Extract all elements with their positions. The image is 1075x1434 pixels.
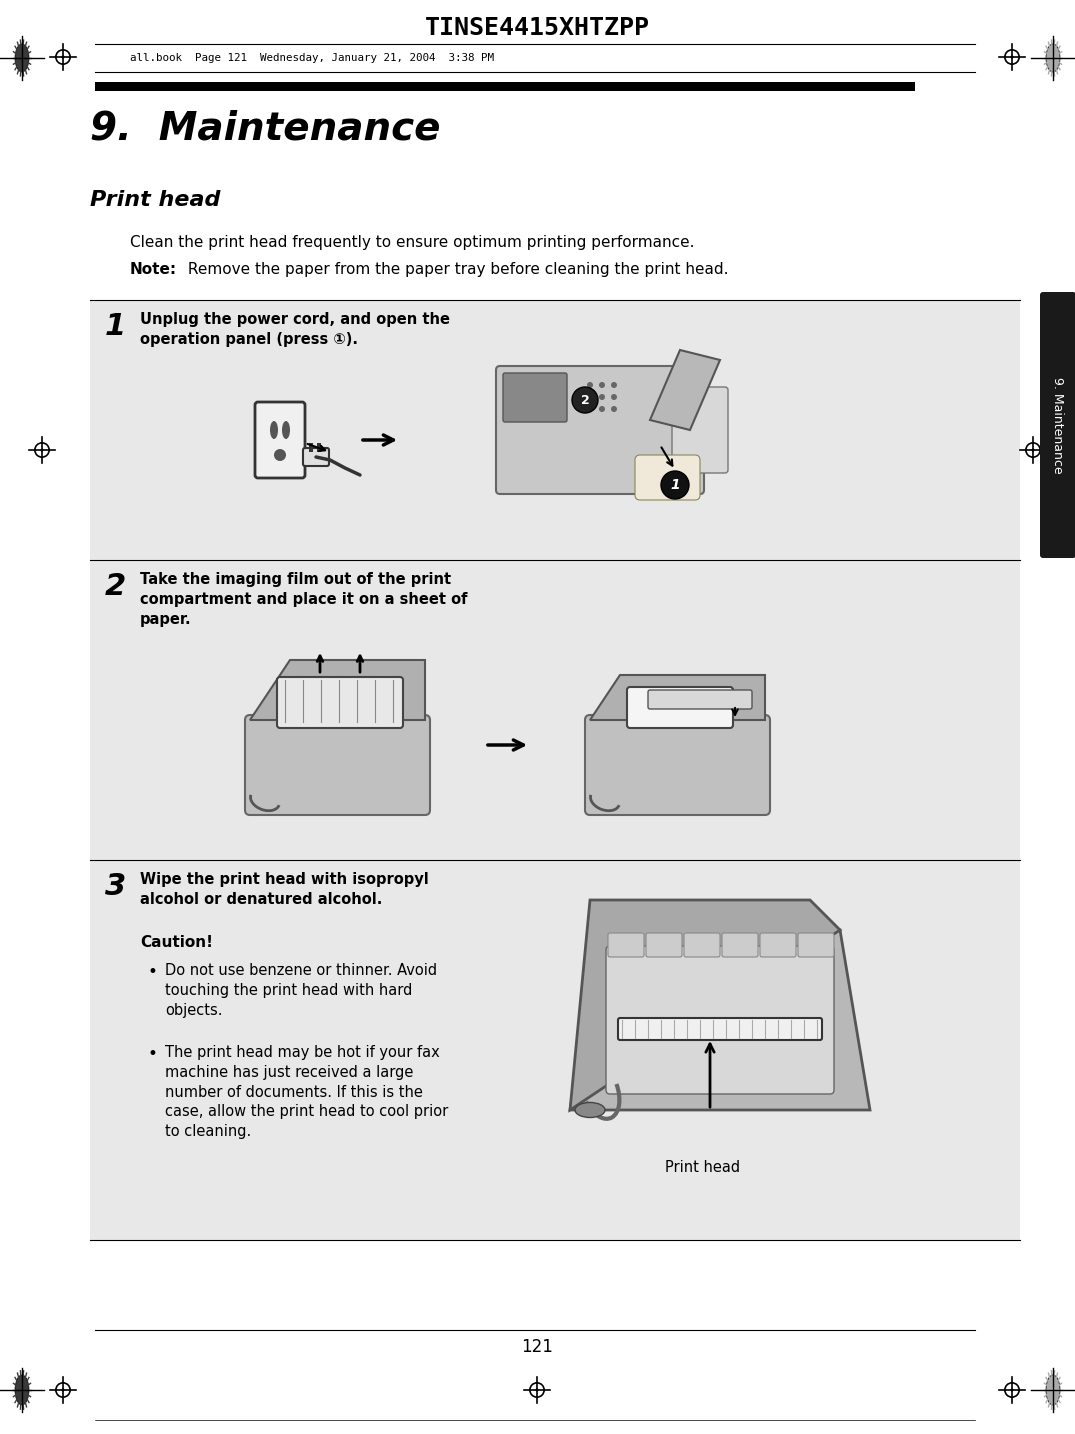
Circle shape bbox=[1010, 1388, 1014, 1391]
FancyBboxPatch shape bbox=[618, 1018, 822, 1040]
Circle shape bbox=[274, 449, 286, 460]
Circle shape bbox=[599, 406, 605, 412]
Polygon shape bbox=[250, 660, 425, 720]
Circle shape bbox=[661, 470, 689, 499]
Text: 3: 3 bbox=[105, 872, 126, 901]
Circle shape bbox=[587, 406, 593, 412]
FancyBboxPatch shape bbox=[722, 934, 758, 956]
Circle shape bbox=[535, 1388, 539, 1391]
Ellipse shape bbox=[1046, 44, 1060, 72]
Bar bbox=[95, 82, 915, 90]
FancyBboxPatch shape bbox=[255, 402, 305, 478]
Text: Do not use benzene or thinner. Avoid
touching the print head with hard
objects.: Do not use benzene or thinner. Avoid tou… bbox=[164, 964, 438, 1018]
Text: •: • bbox=[148, 1045, 158, 1063]
Ellipse shape bbox=[15, 1375, 29, 1405]
Text: all.book  Page 121  Wednesday, January 21, 2004  3:38 PM: all.book Page 121 Wednesday, January 21,… bbox=[130, 53, 494, 63]
Polygon shape bbox=[570, 901, 840, 1110]
Circle shape bbox=[61, 56, 64, 59]
FancyBboxPatch shape bbox=[1040, 293, 1075, 558]
Text: Take the imaging film out of the print
compartment and place it on a sheet of
pa: Take the imaging film out of the print c… bbox=[140, 572, 468, 627]
FancyBboxPatch shape bbox=[672, 387, 728, 473]
Ellipse shape bbox=[15, 44, 29, 72]
Ellipse shape bbox=[270, 422, 278, 439]
FancyBboxPatch shape bbox=[627, 687, 733, 728]
Circle shape bbox=[599, 394, 605, 400]
Circle shape bbox=[41, 449, 44, 452]
Circle shape bbox=[611, 406, 617, 412]
FancyBboxPatch shape bbox=[503, 373, 567, 422]
FancyBboxPatch shape bbox=[606, 946, 834, 1094]
Text: TINSE4415XHTZPP: TINSE4415XHTZPP bbox=[425, 16, 650, 40]
Circle shape bbox=[1010, 56, 1014, 59]
FancyBboxPatch shape bbox=[760, 934, 796, 956]
FancyBboxPatch shape bbox=[496, 366, 704, 493]
Text: Clean the print head frequently to ensure optimum printing performance.: Clean the print head frequently to ensur… bbox=[130, 235, 694, 250]
Text: Wipe the print head with isopropyl
alcohol or denatured alcohol.: Wipe the print head with isopropyl alcoh… bbox=[140, 872, 429, 906]
Circle shape bbox=[599, 381, 605, 389]
Circle shape bbox=[61, 1388, 64, 1391]
Text: Remove the paper from the paper tray before cleaning the print head.: Remove the paper from the paper tray bef… bbox=[183, 262, 729, 277]
FancyBboxPatch shape bbox=[648, 690, 752, 708]
Text: •: • bbox=[148, 964, 158, 981]
Text: Print head: Print head bbox=[90, 189, 220, 209]
Text: The print head may be hot if your fax
machine has just received a large
number o: The print head may be hot if your fax ma… bbox=[164, 1045, 448, 1139]
Polygon shape bbox=[570, 931, 870, 1110]
Text: 1: 1 bbox=[105, 313, 126, 341]
Ellipse shape bbox=[282, 422, 290, 439]
Text: Print head: Print head bbox=[665, 1160, 740, 1174]
Text: 9. Maintenance: 9. Maintenance bbox=[1051, 377, 1064, 473]
Text: Note:: Note: bbox=[130, 262, 177, 277]
Circle shape bbox=[1031, 449, 1034, 452]
Bar bbox=[95, 44, 975, 72]
Text: Caution!: Caution! bbox=[140, 935, 213, 949]
FancyBboxPatch shape bbox=[608, 934, 644, 956]
FancyBboxPatch shape bbox=[245, 716, 430, 815]
FancyBboxPatch shape bbox=[585, 716, 770, 815]
Ellipse shape bbox=[1046, 1375, 1060, 1405]
Bar bbox=[90, 860, 1020, 1240]
Circle shape bbox=[572, 387, 598, 413]
Bar bbox=[309, 443, 313, 452]
Circle shape bbox=[611, 394, 617, 400]
FancyBboxPatch shape bbox=[303, 447, 329, 466]
Circle shape bbox=[611, 381, 617, 389]
Text: 121: 121 bbox=[521, 1338, 554, 1357]
Bar bbox=[317, 443, 321, 452]
Bar bbox=[90, 561, 1020, 860]
Text: 2: 2 bbox=[105, 572, 126, 601]
FancyBboxPatch shape bbox=[798, 934, 834, 956]
Text: 9.  Maintenance: 9. Maintenance bbox=[90, 110, 441, 148]
Text: 1: 1 bbox=[670, 478, 679, 492]
Ellipse shape bbox=[575, 1103, 605, 1117]
FancyBboxPatch shape bbox=[635, 455, 700, 500]
FancyBboxPatch shape bbox=[646, 934, 682, 956]
Polygon shape bbox=[590, 675, 765, 720]
Text: Unplug the power cord, and open the
operation panel (press ①).: Unplug the power cord, and open the oper… bbox=[140, 313, 450, 347]
FancyBboxPatch shape bbox=[684, 934, 720, 956]
Polygon shape bbox=[650, 350, 720, 430]
Circle shape bbox=[587, 381, 593, 389]
FancyBboxPatch shape bbox=[277, 677, 403, 728]
Circle shape bbox=[587, 394, 593, 400]
Text: 2: 2 bbox=[580, 393, 589, 406]
Bar bbox=[90, 300, 1020, 561]
